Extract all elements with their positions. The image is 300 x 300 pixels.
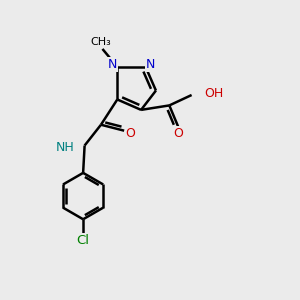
Text: O: O	[173, 127, 183, 140]
Text: CH₃: CH₃	[91, 37, 111, 46]
Text: N: N	[146, 58, 156, 71]
Text: N: N	[107, 58, 117, 71]
Text: NH: NH	[56, 140, 74, 154]
Text: O: O	[126, 127, 136, 140]
Text: OH: OH	[204, 87, 223, 100]
Text: Cl: Cl	[76, 235, 90, 248]
